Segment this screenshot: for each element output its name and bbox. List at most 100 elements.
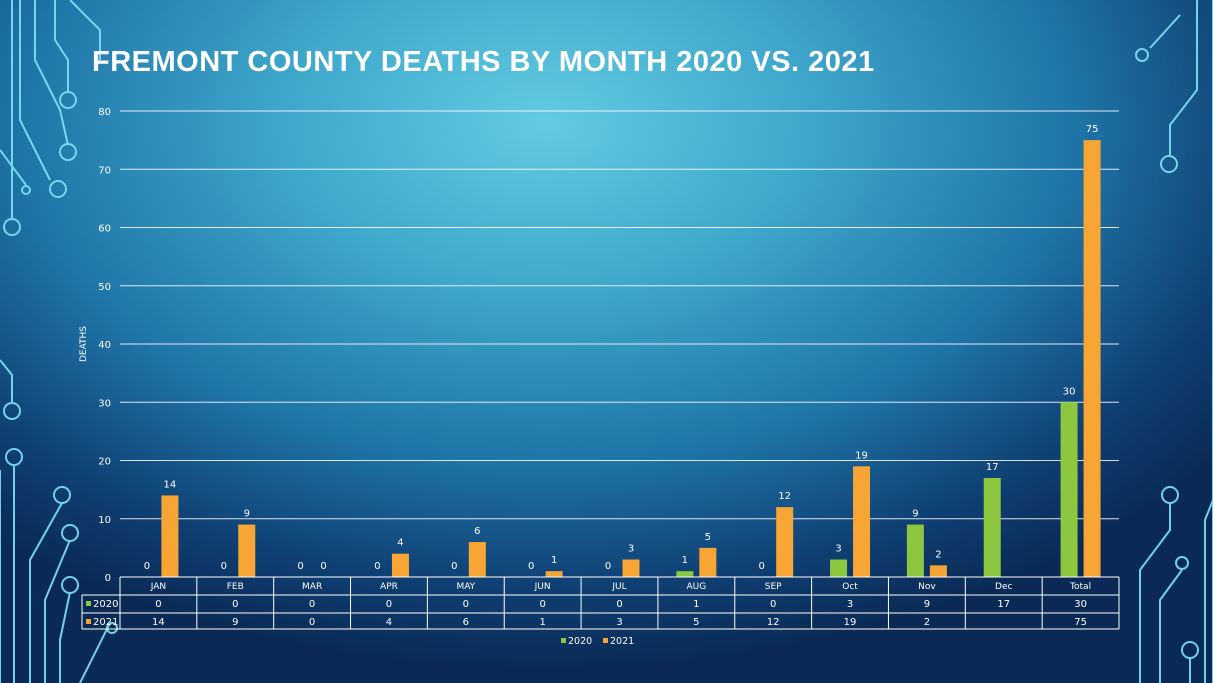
bar-2021 [622, 559, 640, 577]
category-label: Dec [995, 582, 1012, 592]
table-cell: 75 [1074, 617, 1087, 628]
bar-2021 [699, 547, 717, 577]
category-label: Nov [918, 582, 936, 592]
data-label: 9 [244, 509, 250, 520]
bar-2021 [238, 524, 256, 577]
y-tick-label: 10 [98, 515, 111, 526]
data-label: 75 [1086, 124, 1099, 135]
legend-key-2020 [561, 638, 566, 643]
table-cell: 5 [693, 617, 699, 628]
category-label: SEP [765, 582, 782, 592]
table-cell: 0 [539, 599, 545, 610]
category-label: JUL [611, 582, 626, 592]
table-cell: 6 [463, 617, 469, 628]
bar-2021 [545, 571, 563, 577]
bar-2021 [391, 553, 409, 577]
table-cell: 0 [309, 617, 315, 628]
data-label: 3 [835, 544, 841, 555]
bar-2020 [983, 477, 1001, 577]
category-label: AUG [686, 582, 706, 592]
legend-label: 2021 [610, 636, 634, 647]
y-tick-label: 40 [98, 340, 111, 351]
category-label: FEB [227, 582, 244, 592]
data-label: 0 [320, 561, 326, 572]
table-legend-key [86, 601, 91, 606]
table-cell: 1 [539, 617, 545, 628]
table-cell: 0 [386, 599, 392, 610]
data-label: 0 [374, 561, 380, 572]
table-cell: 14 [152, 617, 165, 628]
data-label: 3 [628, 544, 634, 555]
y-tick-label: 20 [98, 457, 111, 468]
y-tick-label: 60 [98, 224, 111, 235]
category-label: APR [380, 582, 398, 592]
table-cell: 2 [924, 617, 930, 628]
table-cell: 0 [463, 599, 469, 610]
table-cell: 1 [693, 599, 699, 610]
table-cell: 12 [767, 617, 780, 628]
data-label: 30 [1063, 386, 1076, 397]
data-label: 1 [551, 555, 557, 566]
table-cell: 9 [232, 617, 238, 628]
category-label: Total [1069, 582, 1091, 592]
data-label: 12 [778, 491, 791, 502]
bar-2021 [468, 542, 486, 577]
category-label: MAR [302, 582, 322, 592]
chart-title: FREMONT COUNTY DEATHS BY MONTH 2020 VS. … [92, 46, 875, 78]
bar-2021 [161, 495, 179, 577]
y-tick-label: 0 [105, 573, 111, 584]
table-cell: 17 [997, 599, 1010, 610]
data-label: 6 [474, 526, 480, 537]
y-tick-label: 70 [98, 165, 111, 176]
bar-2021 [776, 507, 794, 577]
data-label: 17 [986, 462, 999, 473]
data-label: 9 [912, 509, 918, 520]
category-label: MAY [456, 582, 475, 592]
table-cell: 0 [155, 599, 161, 610]
data-label: 19 [855, 450, 868, 461]
data-label: 2 [935, 549, 941, 560]
category-label: Oct [842, 582, 858, 592]
y-tick-label: 80 [98, 107, 111, 118]
bar-2021 [929, 565, 947, 577]
table-cell: 9 [924, 599, 930, 610]
bar-2021 [853, 466, 871, 577]
table-cell: 0 [770, 599, 776, 610]
table-cell: 0 [616, 599, 622, 610]
bar-2020 [830, 559, 848, 577]
bar-2020 [676, 571, 694, 577]
data-label: 14 [164, 479, 177, 490]
data-label: 0 [221, 561, 227, 572]
y-tick-label: 30 [98, 398, 111, 409]
data-label: 5 [705, 532, 711, 543]
table-cell: 3 [616, 617, 622, 628]
table-cell: 0 [232, 599, 238, 610]
data-label: 0 [297, 561, 303, 572]
data-label: 0 [605, 561, 611, 572]
category-label: JUN [534, 582, 551, 592]
y-tick-label: 50 [98, 282, 111, 293]
table-series-name: 2020 [93, 599, 118, 610]
data-label: 0 [144, 561, 150, 572]
legend-label: 2020 [568, 636, 592, 647]
table-cell: 30 [1074, 599, 1087, 610]
table-legend-key [86, 619, 91, 624]
category-label: JAN [150, 582, 166, 592]
bar-2020 [906, 524, 924, 577]
data-label: 0 [528, 561, 534, 572]
table-cell: 0 [309, 599, 315, 610]
bar-2021 [1083, 140, 1101, 577]
bar-2020 [1060, 402, 1078, 577]
data-label: 0 [451, 561, 457, 572]
table-cell: 19 [844, 617, 857, 628]
y-axis-label: DEATHS [79, 326, 89, 362]
table-cell: 3 [847, 599, 853, 610]
data-label: 4 [397, 538, 403, 549]
data-label: 1 [682, 555, 688, 566]
data-label: 0 [759, 561, 765, 572]
table-series-name: 2021 [93, 617, 118, 628]
legend-key-2021 [603, 638, 608, 643]
table-cell: 4 [386, 617, 392, 628]
